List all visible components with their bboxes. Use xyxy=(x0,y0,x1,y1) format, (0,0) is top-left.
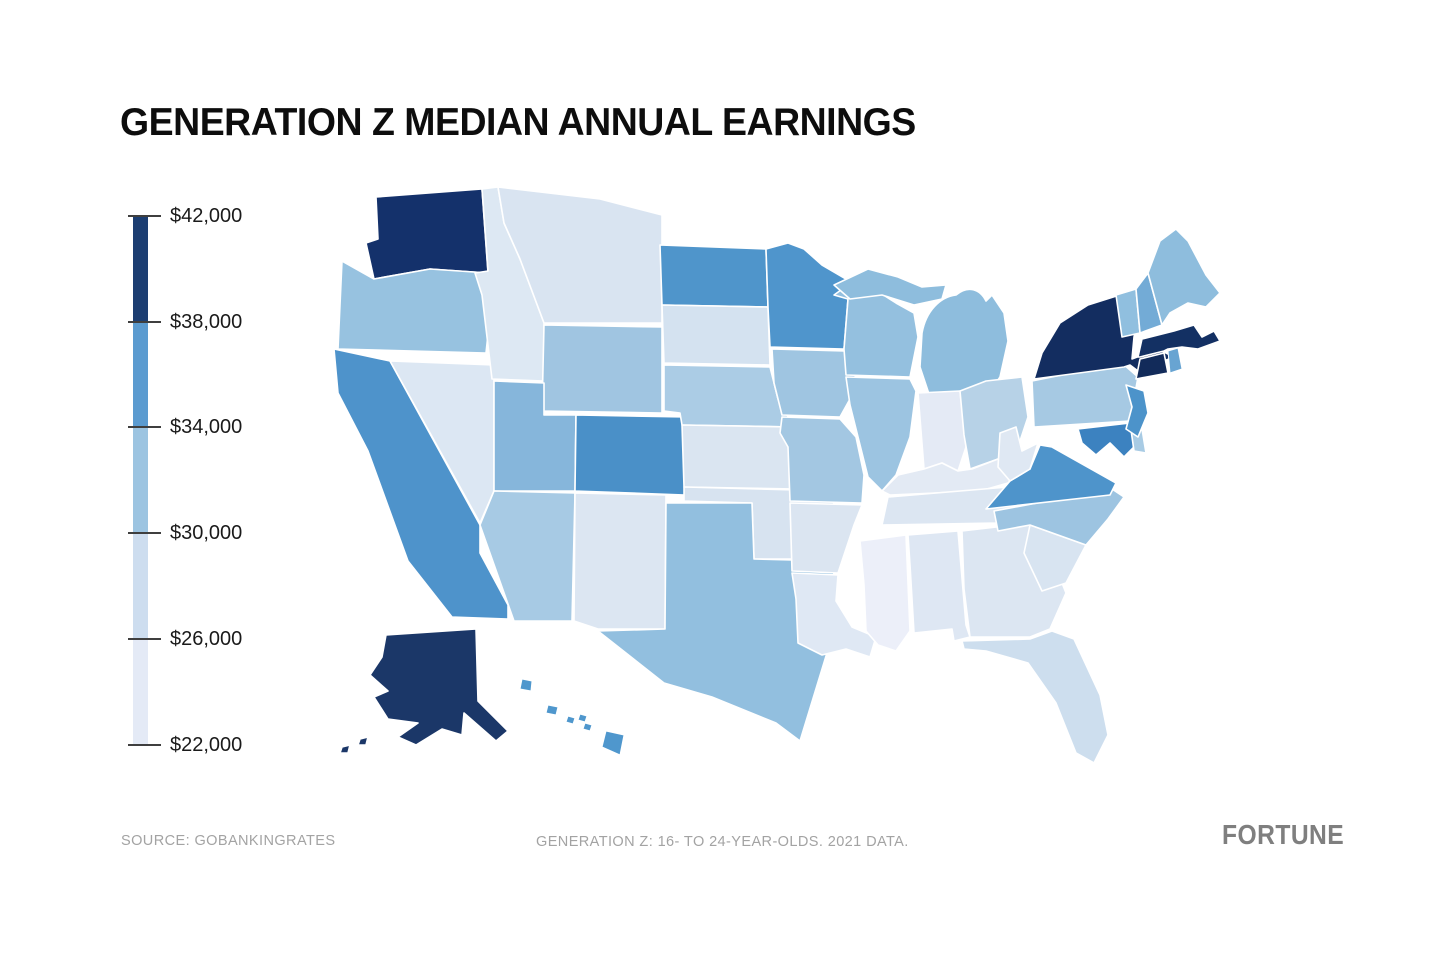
state-MS xyxy=(859,534,911,652)
state-LA xyxy=(791,572,877,658)
legend-band-34k-30k xyxy=(133,427,148,534)
legend-tick xyxy=(128,638,161,640)
state-WY xyxy=(541,324,663,414)
legend-band-42k-38k xyxy=(133,216,148,322)
state-HI xyxy=(519,678,625,756)
state-MO xyxy=(779,416,865,504)
state-MT xyxy=(497,186,663,324)
legend-band-30k-26k xyxy=(133,533,148,640)
state-SD xyxy=(661,304,771,366)
state-MI xyxy=(833,268,1009,398)
legend-tick xyxy=(128,532,161,534)
state-OR xyxy=(337,260,493,354)
legend-label: $26,000 xyxy=(170,628,243,650)
state-IN xyxy=(917,390,967,472)
state-AR xyxy=(789,502,863,574)
state-AK xyxy=(339,628,509,754)
us-choropleth-map xyxy=(330,185,1240,775)
state-NM xyxy=(573,492,667,630)
legend-tick xyxy=(128,321,161,323)
source-credit: SOURCE: GOBANKINGRATES xyxy=(121,832,336,849)
legend-label: $34,000 xyxy=(170,416,243,438)
legend-tick xyxy=(128,426,161,428)
state-CO xyxy=(574,414,687,496)
legend-label: $42,000 xyxy=(170,205,243,227)
legend-band-38k-34k xyxy=(133,321,148,428)
state-NC xyxy=(993,488,1125,546)
state-WA xyxy=(365,188,489,280)
legend-label: $30,000 xyxy=(170,522,243,544)
fortune-logo: FORTUNE xyxy=(1222,819,1345,850)
state-MA xyxy=(1137,324,1221,358)
state-CT xyxy=(1135,352,1169,380)
state-ME xyxy=(1147,228,1221,326)
state-IA xyxy=(771,348,857,418)
legend-label: $38,000 xyxy=(170,311,243,333)
legend-color-bar xyxy=(133,216,148,745)
data-note: GENERATION Z: 16- TO 24-YEAR-OLDS. 2021 … xyxy=(536,833,909,850)
state-WV xyxy=(997,426,1039,482)
legend-tick xyxy=(128,215,161,217)
state-FL xyxy=(961,630,1109,764)
page-title: GENERATION Z MEDIAN ANNUAL EARNINGS xyxy=(120,101,916,144)
legend-label: $22,000 xyxy=(170,734,243,756)
legend-band-26k-22k xyxy=(133,639,148,745)
state-ND xyxy=(659,244,769,308)
state-NJ xyxy=(1125,384,1149,438)
state-AL xyxy=(907,530,971,642)
state-AZ xyxy=(479,490,576,622)
legend-tick xyxy=(128,744,161,746)
state-TX xyxy=(597,502,835,742)
state-RI xyxy=(1167,347,1183,374)
